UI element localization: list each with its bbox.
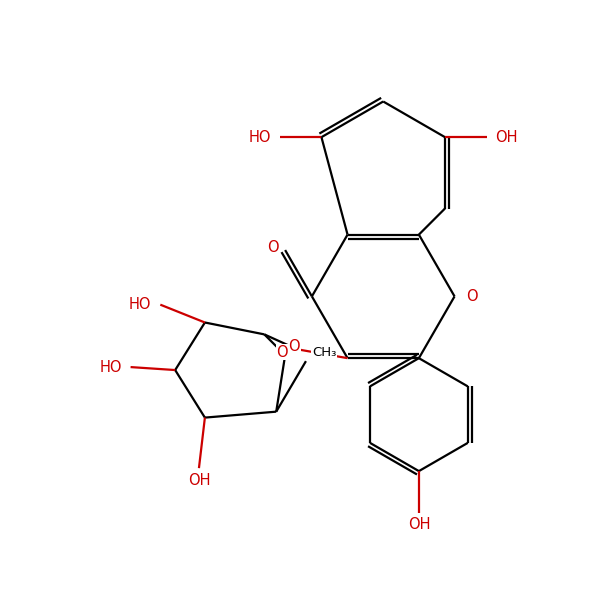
Text: O: O xyxy=(466,289,478,304)
Text: CH₃: CH₃ xyxy=(312,346,336,359)
Text: HO: HO xyxy=(99,359,122,374)
Text: OH: OH xyxy=(496,130,518,145)
Text: O: O xyxy=(288,339,300,354)
Text: HO: HO xyxy=(248,130,271,145)
Text: O: O xyxy=(277,345,288,360)
Text: HO: HO xyxy=(129,297,151,312)
Text: OH: OH xyxy=(407,517,430,532)
Text: O: O xyxy=(268,239,279,254)
Text: OH: OH xyxy=(188,473,210,488)
